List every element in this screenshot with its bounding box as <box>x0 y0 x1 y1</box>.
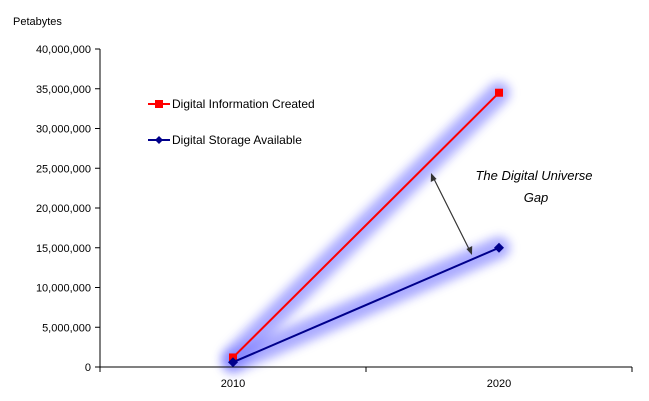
y-tick-label: 35,000,000 <box>36 84 91 96</box>
legend-marker-created <box>155 100 163 108</box>
y-axis-label: Petabytes <box>13 16 62 28</box>
gap-arrowhead-top <box>430 173 437 182</box>
series-line <box>232 92 500 359</box>
y-tick-label: 5,000,000 <box>42 322 91 334</box>
data-point <box>494 242 504 253</box>
legend-label-created: Digital Information Created <box>172 97 315 111</box>
y-tick-label: 30,000,000 <box>36 124 91 136</box>
legend-label-storage: Digital Storage Available <box>172 133 302 147</box>
y-tick-label: 40,000,000 <box>36 44 91 56</box>
legend-item-storage: Digital Storage Available <box>148 133 302 147</box>
x-tick-label: 2020 <box>487 378 511 390</box>
legend: Digital Information Created Digital Stor… <box>148 97 315 147</box>
gap-arrowhead-bottom <box>466 246 473 255</box>
legend-marker-storage <box>155 136 163 144</box>
y-tick-label: 15,000,000 <box>36 243 91 255</box>
data-point <box>495 88 503 97</box>
data-point <box>228 357 238 368</box>
gap-annotation-line-2: Gap <box>524 190 549 205</box>
y-tick-label: 10,000,000 <box>36 283 91 295</box>
y-tick-label: 25,000,000 <box>36 163 91 175</box>
legend-item-created: Digital Information Created <box>148 97 315 111</box>
series-layer <box>228 88 504 368</box>
gap-annotation: The Digital Universe Gap <box>430 168 593 255</box>
y-tick-label: 0 <box>85 362 91 374</box>
x-tick-label: 2010 <box>221 378 245 390</box>
axes: 0 5,000,000 10,000,000 15,000,000 20,000,000… <box>36 44 633 390</box>
gap-arrow <box>432 176 471 252</box>
gap-annotation-line-1: The Digital Universe <box>475 168 592 183</box>
series-line <box>232 246 500 364</box>
y-tick-label: 20,000,000 <box>36 203 91 215</box>
